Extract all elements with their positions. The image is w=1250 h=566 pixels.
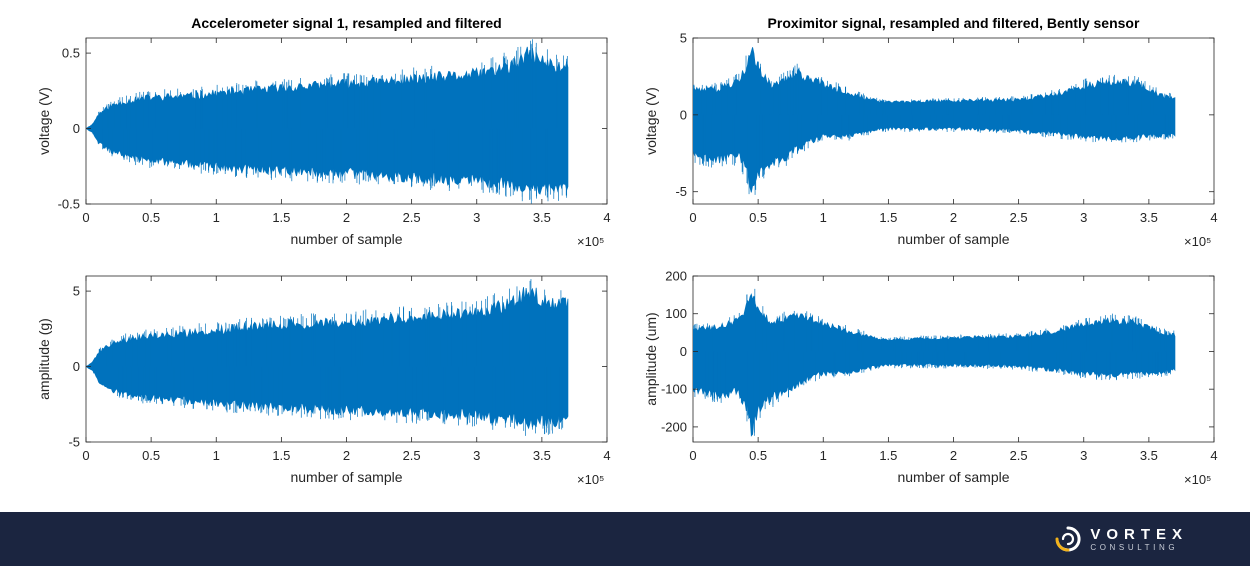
x-tick-label: 2 [950,210,957,225]
x-tick-label: 3.5 [1140,210,1158,225]
brand-logo: VORTEX CONSULTING [1054,522,1188,556]
y-tick-label: -5 [68,435,80,450]
chart-title: Proximitor signal, resampled and filtere… [768,15,1140,31]
series-waveform [693,47,1176,193]
x-tick-label: 0 [689,210,696,225]
footer-bar: VORTEX CONSULTING [0,512,1250,566]
x-tick-label: 4 [1210,448,1217,463]
x-tick-label: 4 [1210,210,1217,225]
series-spikes [693,55,1174,195]
x-tick-label: 1.5 [272,210,290,225]
x-tick-label: 2.5 [403,210,421,225]
x-tick-label: 1 [820,448,827,463]
x-tick-label: 1.5 [879,448,897,463]
brand-subtitle: CONSULTING [1090,542,1179,552]
x-tick-label: 2 [950,448,957,463]
x-tick-label: 1.5 [272,448,290,463]
x-tick-label: 0.5 [142,210,160,225]
x-tick-label: 3.5 [533,448,551,463]
x-tick-label: 2 [343,448,350,463]
x-tick-label: 2 [343,210,350,225]
x-tick-label: 1 [213,210,220,225]
y-tick-label: 100 [665,306,687,321]
y-tick-label: -0.5 [58,197,80,212]
series-spikes [86,39,568,204]
y-tick-label: -5 [675,184,687,199]
y-tick-label: 0 [680,107,687,122]
x-axis-label: number of sample [897,231,1009,247]
x-tick-label: 1.5 [879,210,897,225]
x-tick-label: 3.5 [533,210,551,225]
x-tick-label: 2.5 [403,448,421,463]
y-tick-label: 5 [680,31,687,46]
x-tick-label: 0 [82,210,89,225]
y-tick-label: 0 [73,121,80,136]
y-axis-label: voltage (V) [643,87,659,155]
chart-title: Accelerometer signal 1, resampled and fi… [191,15,501,31]
y-axis-label: voltage (V) [36,87,52,155]
x-tick-label: 3 [1080,210,1087,225]
y-tick-label: 0 [73,359,80,374]
y-tick-label: -200 [661,419,687,434]
x-tick-label: 0.5 [749,210,767,225]
x-exponent-label: ×10⁵ [1184,472,1211,487]
y-axis-label: amplitude (g) [36,318,52,400]
x-tick-label: 0.5 [142,448,160,463]
x-tick-label: 3.5 [1140,448,1158,463]
x-tick-label: 2.5 [1010,210,1028,225]
x-exponent-label: ×10⁵ [577,472,604,487]
x-tick-label: 3 [473,210,480,225]
x-tick-label: 0.5 [749,448,767,463]
x-tick-label: 1 [820,210,827,225]
y-axis-label: amplitude (um) [643,312,659,405]
y-tick-label: 5 [73,284,80,299]
x-tick-label: 3 [1080,448,1087,463]
x-axis-label: number of sample [897,469,1009,485]
x-tick-label: 3 [473,448,480,463]
x-tick-label: 4 [603,210,610,225]
series-spikes [86,279,564,436]
swirl-logo-icon [1055,526,1081,552]
x-tick-label: 2.5 [1010,448,1028,463]
y-tick-label: -100 [661,382,687,397]
y-tick-label: 0.5 [62,46,80,61]
x-tick-label: 4 [603,448,610,463]
x-exponent-label: ×10⁵ [1184,234,1211,249]
x-exponent-label: ×10⁵ [577,234,604,249]
x-tick-label: 0 [82,448,89,463]
y-tick-label: 0 [680,344,687,359]
x-axis-label: number of sample [290,231,402,247]
y-tick-label: 200 [665,269,687,284]
x-axis-label: number of sample [290,469,402,485]
series-spikes [693,288,1175,436]
x-tick-label: 1 [213,448,220,463]
x-tick-label: 0 [689,448,696,463]
brand-name: VORTEX [1090,525,1188,543]
chart-proximitor-amplitude: 0 0.5 1 1.5 2 2.5 3 3.5 4 200 100 0 -100 -200 ×10⁵ numb… [643,269,1218,488]
series-waveform [693,293,1176,437]
